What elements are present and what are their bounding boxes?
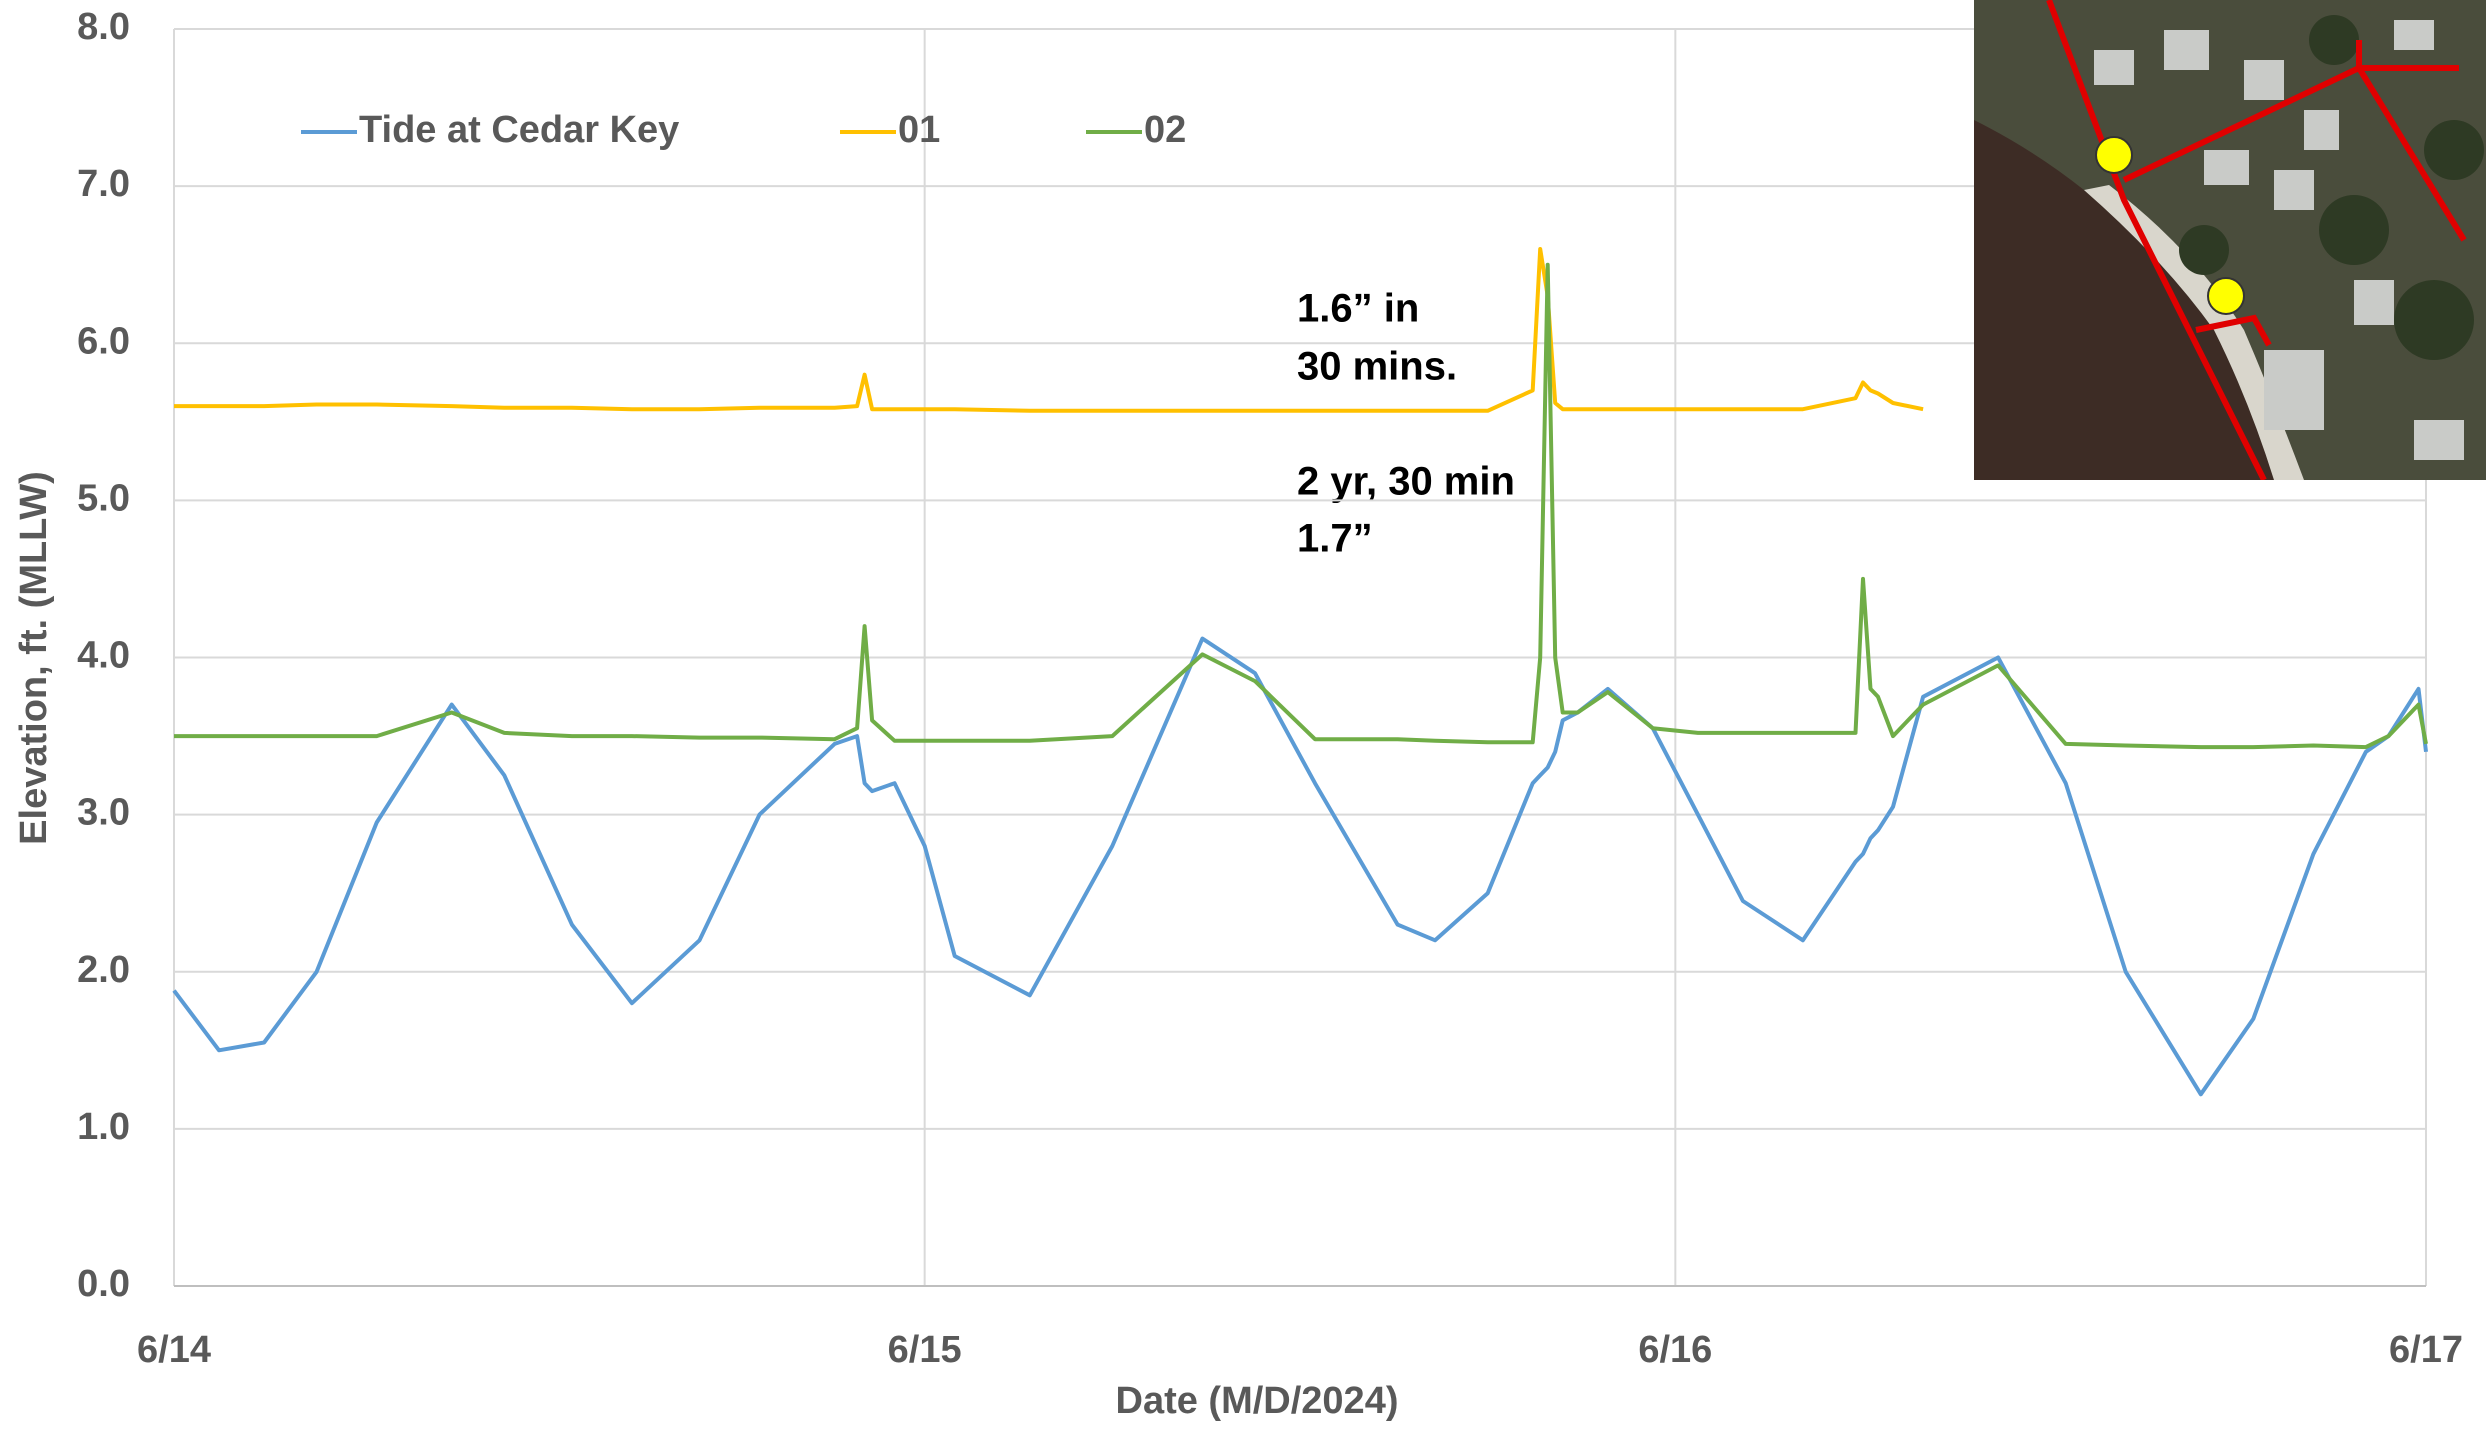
map-pipes — [2046, 0, 2467, 480]
map-trees — [2179, 15, 2484, 360]
y-tick-label: 2.0 — [77, 949, 130, 991]
series-line — [174, 247, 1924, 413]
y-tick-label: 1.0 — [77, 1106, 130, 1148]
y-tick-label: 5.0 — [77, 477, 130, 519]
x-tick-label: 6/17 — [2389, 1329, 2463, 1371]
x-axis-title: Date (M/D/2024) — [1116, 1380, 1399, 1422]
x-tick-label: 6/15 — [888, 1329, 962, 1371]
map-marker — [2207, 277, 2245, 315]
y-tick-label: 7.0 — [77, 163, 130, 205]
series-line — [172, 636, 2428, 1097]
annotation: 2 yr, 30 min — [1297, 460, 1515, 504]
map-marker — [2095, 136, 2133, 174]
y-tick-label: 6.0 — [77, 320, 130, 362]
y-tick-label: 8.0 — [77, 6, 130, 48]
y-tick-label: 0.0 — [77, 1263, 130, 1305]
annotation: 1.6” in — [1297, 287, 1419, 331]
map-inset — [1974, 0, 2486, 480]
map-water — [1974, 120, 2274, 480]
y-axis-title: Elevation, ft. (MLLW) — [13, 471, 55, 845]
map-buildings — [2094, 20, 2464, 460]
annotation: 1.7” — [1297, 517, 1373, 561]
series-line — [174, 262, 2428, 750]
y-tick-label: 4.0 — [77, 635, 130, 677]
x-tick-label: 6/16 — [1638, 1329, 1712, 1371]
legend-label: Tide at Cedar Key — [359, 109, 679, 151]
y-tick-label: 3.0 — [77, 792, 130, 834]
map-beach — [2084, 185, 2304, 480]
x-tick-label: 6/14 — [137, 1329, 211, 1371]
legend-label: 02 — [1144, 109, 1186, 151]
annotation: 30 mins. — [1297, 345, 1457, 389]
legend-label: 01 — [898, 109, 940, 151]
